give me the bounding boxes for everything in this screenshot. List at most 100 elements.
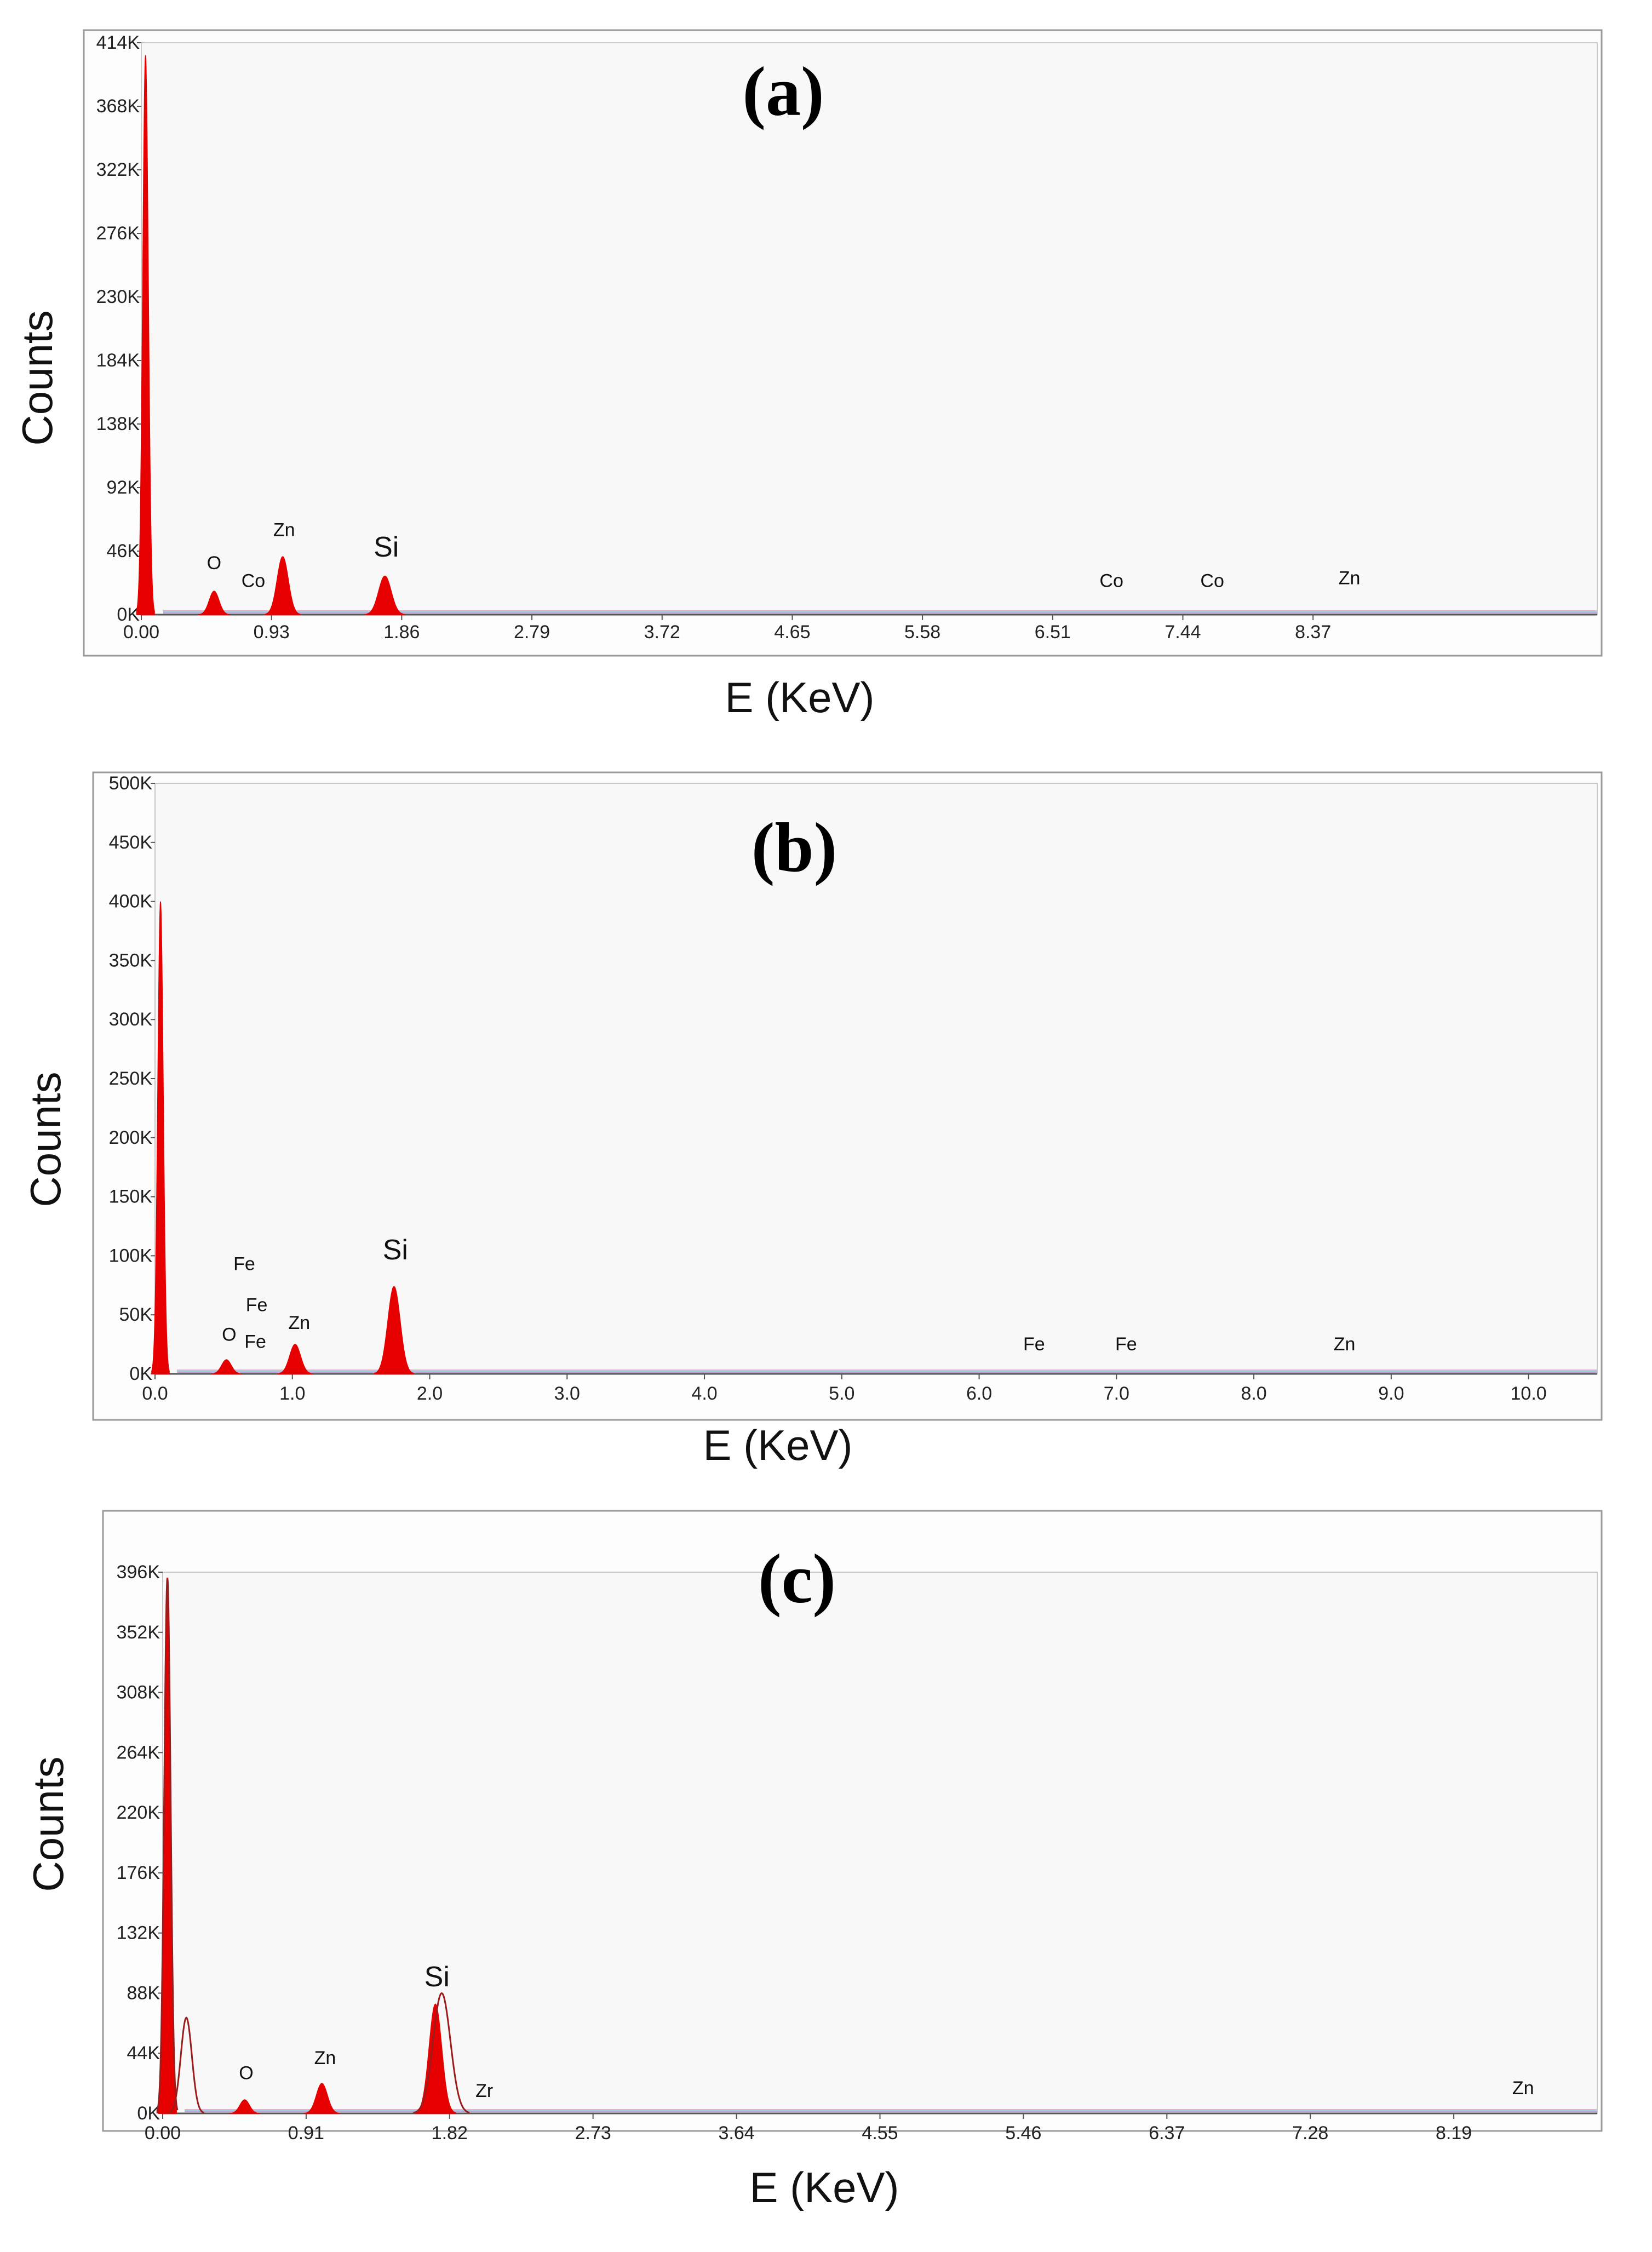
plot-area bbox=[162, 1572, 1598, 2114]
peak-label: Fe bbox=[246, 1295, 268, 1316]
x-tick-label: 0.0 bbox=[142, 1383, 168, 1404]
panel-label: (a) bbox=[742, 53, 824, 130]
peak-label: Co bbox=[1200, 571, 1224, 592]
peak-label: O bbox=[239, 2063, 253, 2084]
peak-label: Zn bbox=[1512, 2078, 1534, 2099]
peak-label: Zn bbox=[1334, 1334, 1356, 1355]
peak-label: Zn bbox=[314, 2048, 336, 2068]
x-tick-label: 8.19 bbox=[1436, 2123, 1472, 2144]
spectrum-peak bbox=[264, 556, 301, 615]
y-tick-label: 450K bbox=[109, 832, 153, 853]
x-axis-label: E (KeV) bbox=[749, 2163, 899, 2211]
fit-peak-outline bbox=[168, 2016, 204, 2114]
x-tick-label: 1.0 bbox=[279, 1383, 305, 1404]
x-tick-label: 7.28 bbox=[1292, 2123, 1328, 2144]
chart-panel: 0K 50K 100K 150K 200K 250K 300K 350K 400K 450K 500… bbox=[21, 771, 1603, 1469]
x-tick-label: 5.0 bbox=[829, 1383, 854, 1404]
spectrum-peak bbox=[374, 1286, 415, 1374]
x-tick-label: 3.72 bbox=[644, 622, 680, 643]
peak-label: Si bbox=[425, 1961, 450, 1993]
x-tick-label: 10.0 bbox=[1511, 1383, 1547, 1404]
spectrum-peak bbox=[151, 901, 170, 1374]
spectrum-peak bbox=[277, 1344, 313, 1374]
x-tick-label: 4.0 bbox=[691, 1383, 717, 1404]
x-tick-label: 9.0 bbox=[1378, 1383, 1404, 1404]
x-tick-label: 6.51 bbox=[1035, 622, 1071, 643]
x-tick-label: 5.58 bbox=[904, 622, 940, 643]
peak-label: Fe bbox=[233, 1253, 255, 1274]
x-tick-label: 8.37 bbox=[1295, 622, 1331, 643]
y-tick-label: 46K bbox=[107, 541, 140, 561]
spectrum-peak bbox=[303, 2083, 340, 2114]
peak-label: Si bbox=[374, 531, 399, 563]
y-tick-label: 100K bbox=[109, 1245, 153, 1266]
y-tick-label: 250K bbox=[109, 1068, 153, 1089]
peak-label: Fe bbox=[1115, 1334, 1137, 1355]
peak-label: O bbox=[207, 553, 221, 574]
y-tick-label: 132K bbox=[117, 1923, 160, 1944]
plot-area bbox=[154, 783, 1598, 1374]
y-tick-label: 414K bbox=[96, 32, 140, 53]
x-tick-label: 7.0 bbox=[1104, 1383, 1129, 1404]
x-tick-label: 0.00 bbox=[123, 622, 159, 643]
y-tick-label: 322K bbox=[96, 159, 140, 180]
x-axis-label: E (KeV) bbox=[725, 673, 874, 721]
peak-label: Si bbox=[383, 1234, 408, 1266]
x-tick-label: 3.0 bbox=[554, 1383, 580, 1404]
y-tick-label: 350K bbox=[109, 950, 153, 971]
y-tick-label: 264K bbox=[117, 1742, 160, 1763]
spectrum-peak bbox=[210, 1359, 243, 1374]
peak-label: Zr bbox=[475, 2081, 493, 2101]
peak-label: Zn bbox=[288, 1313, 310, 1333]
spectrum-peak bbox=[229, 2099, 261, 2114]
y-tick-label: 0K bbox=[117, 604, 140, 625]
x-tick-label: 2.0 bbox=[417, 1383, 443, 1404]
y-tick-label: 352K bbox=[117, 1622, 160, 1643]
peak-label: Co bbox=[242, 571, 265, 592]
peak-label: Zn bbox=[1339, 568, 1361, 589]
y-tick-label: 276K bbox=[96, 223, 140, 244]
y-tick-label: 50K bbox=[119, 1304, 153, 1325]
y-tick-label: 396K bbox=[117, 1562, 160, 1583]
y-axis-label: Counts bbox=[24, 1756, 72, 1892]
y-tick-label: 138K bbox=[96, 414, 140, 434]
y-tick-label: 184K bbox=[96, 350, 140, 371]
y-tick-label: 150K bbox=[109, 1187, 153, 1207]
x-tick-label: 1.82 bbox=[432, 2123, 468, 2144]
y-tick-label: 92K bbox=[107, 477, 140, 498]
chart-panel: 0K 46K 92K 138K 184K 230K 276K 322K 368K 414K 0.00… bbox=[13, 29, 1603, 721]
x-tick-label: 1.86 bbox=[383, 622, 420, 643]
y-tick-label: 220K bbox=[117, 1802, 160, 1823]
x-axis-label: E (KeV) bbox=[703, 1421, 852, 1469]
y-tick-label: 44K bbox=[127, 2043, 160, 2064]
panel-label: (b) bbox=[752, 809, 837, 886]
x-tick-label: 2.79 bbox=[514, 622, 550, 643]
x-tick-label: 4.55 bbox=[862, 2123, 898, 2144]
y-tick-label: 400K bbox=[109, 891, 153, 912]
panel-label: (c) bbox=[758, 1540, 836, 1618]
y-tick-label: 88K bbox=[127, 1982, 160, 2003]
peak-label: Zn bbox=[273, 519, 295, 540]
spectrum-peak bbox=[364, 575, 406, 615]
x-tick-label: 2.73 bbox=[575, 2123, 611, 2144]
x-tick-label: 0.93 bbox=[254, 622, 290, 643]
y-tick-label: 308K bbox=[117, 1682, 160, 1703]
x-tick-label: 8.0 bbox=[1241, 1383, 1266, 1404]
spectrum-peak bbox=[198, 591, 231, 615]
x-tick-label: 0.91 bbox=[288, 2123, 324, 2144]
x-tick-label: 6.37 bbox=[1149, 2123, 1185, 2144]
y-tick-label: 176K bbox=[117, 1863, 160, 1883]
spectrum-peak bbox=[136, 55, 155, 615]
x-tick-label: 0.00 bbox=[145, 2123, 181, 2144]
x-tick-label: 6.0 bbox=[966, 1383, 992, 1404]
peak-label: O bbox=[222, 1325, 236, 1345]
chart-panel: 0K 44K 88K 132K 176K 220K 264K 308K 352K 396K 0.00… bbox=[24, 1510, 1603, 2211]
plot-area bbox=[141, 42, 1598, 615]
y-axis-label: Counts bbox=[13, 310, 61, 445]
y-tick-label: 0K bbox=[129, 1363, 152, 1384]
x-tick-label: 7.44 bbox=[1165, 622, 1201, 643]
y-tick-label: 500K bbox=[109, 773, 153, 794]
x-tick-label: 3.64 bbox=[719, 2123, 755, 2144]
peak-label: Co bbox=[1099, 571, 1123, 592]
